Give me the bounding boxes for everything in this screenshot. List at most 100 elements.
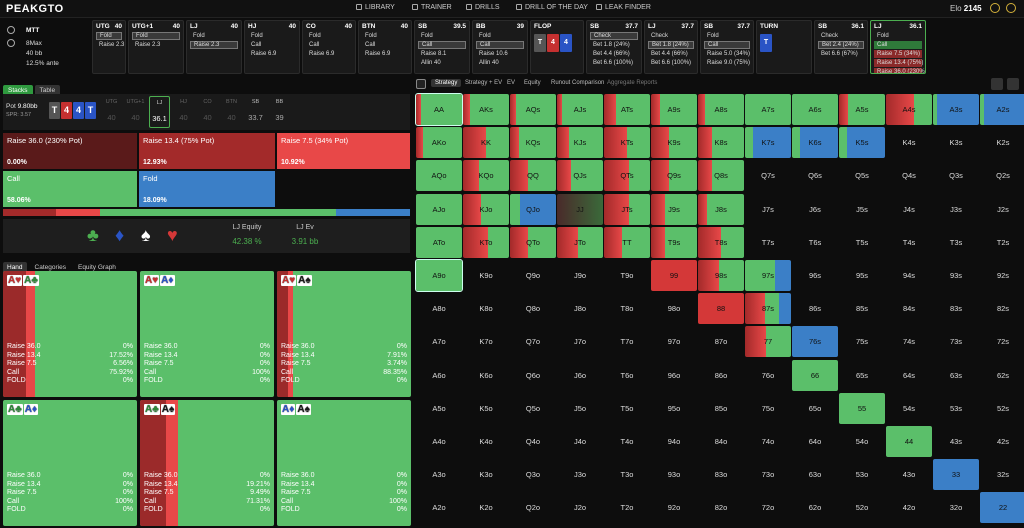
- hand-cell[interactable]: 72s: [996, 337, 1010, 347]
- tab-hand[interactable]: Hand: [3, 262, 27, 273]
- hand-cell[interactable]: 54o: [855, 437, 869, 446]
- hand-cell[interactable]: QTs: [604, 160, 650, 192]
- hand-cell[interactable]: J7s: [762, 204, 774, 214]
- seat-action[interactable]: Fold: [877, 33, 889, 39]
- hand-cell[interactable]: K2o: [479, 503, 493, 513]
- hand-cell[interactable]: 94s: [902, 271, 916, 280]
- hand-cell[interactable]: KQo: [463, 160, 509, 192]
- hand-cell[interactable]: T9s: [651, 226, 697, 258]
- refresh-icon[interactable]: [7, 39, 15, 47]
- hand-cell[interactable]: A2s: [980, 94, 1024, 125]
- seat-action[interactable]: Raise 2.3: [99, 42, 125, 48]
- seat-action[interactable]: Raise 5.0 (34%): [707, 51, 751, 57]
- hand-cell[interactable]: 53s: [949, 403, 963, 413]
- seat-action[interactable]: Raise 6.9: [365, 51, 391, 57]
- hand-cell[interactable]: KTo: [463, 226, 509, 258]
- hand-cell[interactable]: A2o: [432, 503, 446, 513]
- hand-cell[interactable]: KJs: [557, 127, 603, 159]
- hand-cell[interactable]: QJo: [510, 193, 556, 225]
- hand-cell[interactable]: 93o: [667, 470, 681, 480]
- hand-cell[interactable]: 54s: [902, 403, 916, 413]
- seat-2[interactable]: LJ 40 Fold Raise 2.3: [186, 20, 242, 74]
- seat-action[interactable]: Call: [365, 42, 376, 48]
- hand-cell[interactable]: K7o: [479, 337, 493, 347]
- hand-cell[interactable]: 74s: [902, 337, 916, 347]
- seat-action[interactable]: Check: [651, 33, 669, 39]
- settings-icon[interactable]: [7, 26, 15, 34]
- seat-action[interactable]: Fold: [251, 33, 263, 39]
- seat-action[interactable]: Bet 6.6 (67%): [821, 51, 858, 57]
- hand-cell[interactable]: 64o: [808, 437, 822, 446]
- hand-cell[interactable]: Q4s: [902, 171, 916, 181]
- hand-cell[interactable]: AKs: [463, 94, 509, 125]
- seat-action[interactable]: Raise 8.1: [421, 51, 447, 57]
- hand-cell[interactable]: Q4o: [525, 437, 541, 446]
- seat-action[interactable]: Fold: [707, 33, 719, 39]
- hand-cell[interactable]: 76o: [761, 370, 775, 380]
- seat-action[interactable]: Fold: [309, 33, 321, 39]
- hand-cell[interactable]: Q7s: [761, 171, 775, 181]
- hand-cell[interactable]: T5s: [855, 237, 869, 247]
- hand-cell[interactable]: J8s: [698, 193, 744, 225]
- seat-action[interactable]: Bet 2.4 (24%): [818, 41, 864, 49]
- club-icon[interactable]: ♣: [87, 225, 99, 245]
- hand-cell[interactable]: J4o: [573, 437, 587, 446]
- seat-action[interactable]: Raise 13.4 (75%): [874, 59, 923, 67]
- action-call[interactable]: Call 58.06%: [3, 171, 137, 207]
- hand-cell[interactable]: A6s: [792, 94, 838, 125]
- hand-cell[interactable]: K9o: [479, 271, 493, 280]
- seat-6[interactable]: SB 39.5 Fold Call Raise 8.1 Allin 40: [414, 20, 470, 74]
- seat-action[interactable]: Check: [590, 32, 638, 40]
- hand-cell[interactable]: 65o: [808, 403, 822, 413]
- hand-cell[interactable]: K4s: [902, 138, 916, 148]
- hand-cell[interactable]: T2o: [620, 503, 634, 513]
- hand-cell[interactable]: 77: [745, 326, 791, 358]
- spade-icon[interactable]: ♠: [141, 225, 151, 245]
- hand-cell[interactable]: 52s: [996, 403, 1010, 413]
- hand-cell[interactable]: JJ: [557, 193, 603, 225]
- tab-categories[interactable]: Categories: [34, 264, 66, 271]
- hand-cell[interactable]: AJo: [416, 193, 462, 225]
- profile-icon[interactable]: [1006, 3, 1016, 13]
- hand-cell[interactable]: 82s: [996, 304, 1010, 314]
- hand-cell[interactable]: Q2s: [996, 171, 1010, 181]
- hand-cell[interactable]: 85s: [855, 304, 869, 314]
- hand-cell[interactable]: K6s: [792, 127, 838, 159]
- seat-action[interactable]: Raise 6.9: [309, 51, 335, 57]
- hand-cell[interactable]: Q9s: [651, 160, 697, 192]
- hand-cell[interactable]: J3o: [573, 470, 587, 480]
- hand-cell[interactable]: 64s: [902, 370, 916, 380]
- hand-cell[interactable]: K5s: [839, 127, 885, 159]
- hand-cell[interactable]: T2s: [996, 237, 1010, 247]
- seat-12[interactable]: TURN T: [756, 20, 812, 74]
- hand-cell[interactable]: 98o: [667, 304, 681, 314]
- hand-cell[interactable]: 75s: [855, 337, 869, 347]
- hand-cell[interactable]: JTs: [604, 193, 650, 225]
- hand-cell[interactable]: 95o: [667, 403, 681, 413]
- hand-cell[interactable]: J4s: [903, 204, 915, 214]
- hand-cell[interactable]: A4s: [886, 94, 932, 125]
- diamond-icon[interactable]: ♦: [115, 225, 125, 245]
- hand-cell[interactable]: 53o: [855, 470, 869, 480]
- seat-action[interactable]: Fold: [421, 33, 433, 39]
- seat-7[interactable]: BB 39 Fold Call Raise 10.6 Allin 40: [472, 20, 528, 74]
- seat-action[interactable]: Raise 2.3: [190, 41, 238, 49]
- hand-cell[interactable]: A7o: [432, 337, 446, 347]
- hand-cell[interactable]: T6s: [808, 237, 822, 247]
- combo-card[interactable]: A♥ A♠ Raise 36.0 0% Raise 13.4 7.91% Raise 7.5…: [277, 271, 411, 397]
- hand-cell[interactable]: T3s: [949, 237, 963, 247]
- seat-action[interactable]: Call: [251, 42, 262, 48]
- hand-cell[interactable]: J2s: [997, 204, 1009, 214]
- seat-1[interactable]: UTG+1 40 Fold Raise 2.3: [128, 20, 184, 74]
- tab-equity-graph[interactable]: Equity Graph: [77, 264, 116, 271]
- share-icon[interactable]: [991, 78, 1003, 90]
- hand-cell[interactable]: K3s: [949, 138, 963, 148]
- hand-cell[interactable]: J9o: [573, 271, 587, 280]
- hand-cell[interactable]: A4o: [432, 437, 446, 446]
- hand-cell[interactable]: 85o: [714, 403, 728, 413]
- hand-cell[interactable]: Q9o: [525, 271, 541, 280]
- hand-cell[interactable]: 42o: [902, 503, 916, 513]
- seat-13[interactable]: SB 36.1 Check Bet 2.4 (24%) Bet 6.6 (67%): [814, 20, 868, 74]
- export-icon[interactable]: [1007, 78, 1019, 90]
- hand-cell[interactable]: 99: [651, 260, 697, 291]
